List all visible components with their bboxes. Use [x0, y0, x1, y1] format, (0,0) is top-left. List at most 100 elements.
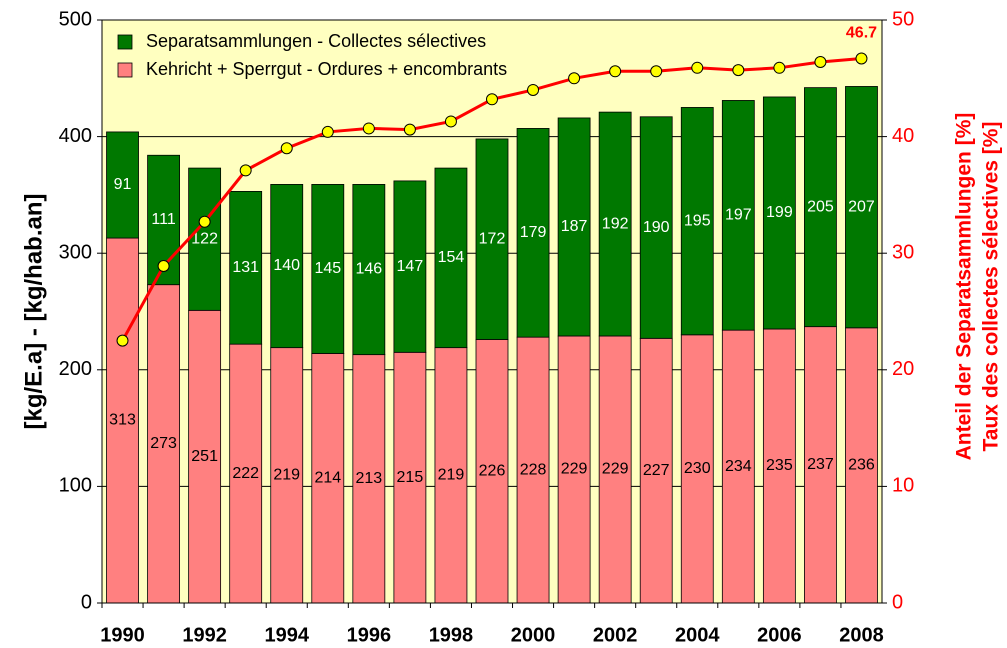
x-tick-label: 2002	[593, 624, 638, 646]
data-label: 199	[766, 204, 793, 221]
bar	[680, 107, 714, 336]
data-label: 227	[643, 462, 670, 479]
bar	[229, 343, 263, 604]
bar	[188, 167, 222, 311]
bar	[516, 128, 550, 338]
bar	[557, 117, 591, 337]
bar	[639, 116, 673, 339]
bar	[188, 309, 222, 604]
y2-tick-label: 10	[892, 475, 914, 497]
marker	[198, 215, 211, 228]
x-tick-label: 2006	[757, 624, 802, 646]
data-label: 205	[807, 198, 834, 215]
data-label: 147	[397, 258, 424, 275]
bar	[106, 131, 139, 239]
y-axis-label: [kg/E.a] - [kg/hab.an]	[20, 193, 47, 429]
marker	[568, 72, 581, 85]
legend-swatch	[117, 62, 133, 78]
data-label: 230	[684, 460, 711, 477]
data-label: 172	[479, 230, 506, 247]
data-label: 91	[114, 176, 132, 193]
x-tick-label: 2004	[675, 624, 720, 646]
bar	[516, 336, 550, 604]
data-label: 219	[438, 467, 465, 484]
data-label: 146	[355, 261, 382, 278]
bar	[762, 96, 796, 330]
bar	[352, 184, 386, 356]
bar	[845, 327, 878, 604]
y-tick-label: 400	[59, 125, 92, 147]
x-tick-label: 1994	[264, 624, 309, 646]
data-label: 251	[191, 448, 218, 465]
data-label: 131	[232, 259, 259, 276]
y-tick-label: 300	[59, 241, 92, 263]
y-tick-label: 100	[59, 475, 92, 497]
y2-tick-label: 30	[892, 241, 914, 263]
marker	[609, 65, 622, 78]
bar	[434, 347, 468, 604]
x-tick-label: 2008	[839, 624, 884, 646]
y2-axis-label: Anteil der Separatsammlungen [%]	[953, 113, 976, 461]
bar	[434, 167, 468, 349]
bar	[106, 237, 139, 604]
y2-tick-label: 0	[892, 591, 903, 613]
data-label: 226	[479, 462, 506, 479]
data-label: 237	[807, 456, 834, 473]
plot-border	[101, 19, 883, 604]
marker	[116, 334, 129, 347]
data-label: 154	[438, 249, 465, 266]
marker	[444, 115, 457, 128]
marker	[403, 123, 416, 136]
bar	[845, 86, 878, 329]
data-label: 313	[109, 412, 136, 429]
data-label: 46.7	[846, 25, 877, 42]
data-label: 219	[273, 467, 300, 484]
legend-label: Kehricht + Sperrgut - Ordures + encombra…	[146, 59, 507, 79]
y-tick-label: 200	[59, 358, 92, 380]
data-label: 187	[561, 218, 588, 235]
data-label: 229	[602, 461, 629, 478]
marker	[486, 93, 498, 106]
legend-label: Separatsammlungen - Collectes sélectives	[146, 31, 486, 51]
data-label: 179	[520, 224, 547, 241]
data-label: 234	[725, 458, 752, 475]
marker	[773, 61, 786, 74]
marker	[691, 61, 704, 74]
data-label: 228	[520, 461, 547, 478]
data-label: 190	[643, 219, 670, 236]
data-label: 236	[848, 457, 875, 474]
bar	[762, 328, 796, 604]
y-tick-label: 500	[59, 8, 92, 30]
y2-tick-label: 50	[892, 8, 914, 30]
y2-tick-label: 40	[892, 125, 914, 147]
data-label: 213	[355, 470, 382, 487]
x-tick-label: 1992	[182, 624, 227, 646]
bar	[352, 354, 386, 604]
marker	[280, 142, 293, 155]
bar	[270, 347, 304, 604]
data-label: 145	[314, 260, 341, 277]
x-tick-label: 2000	[511, 624, 556, 646]
data-label: 111	[151, 211, 175, 228]
data-label: 207	[848, 198, 875, 215]
y-tick-label: 0	[81, 591, 92, 613]
bar	[721, 100, 755, 331]
bar	[557, 335, 591, 604]
bar	[475, 138, 509, 340]
data-label: 195	[684, 212, 711, 229]
bar	[598, 335, 632, 604]
marker	[732, 64, 745, 77]
legend-swatch	[117, 34, 133, 50]
bar	[598, 111, 632, 337]
marker	[855, 52, 868, 65]
marker	[527, 83, 540, 96]
marker	[239, 164, 252, 177]
marker	[157, 260, 170, 273]
bar	[311, 184, 345, 354]
marker	[650, 65, 663, 78]
data-label: 214	[314, 469, 341, 486]
marker	[362, 122, 375, 135]
data-label: 192	[602, 215, 629, 232]
y2-tick-label: 20	[892, 358, 914, 380]
